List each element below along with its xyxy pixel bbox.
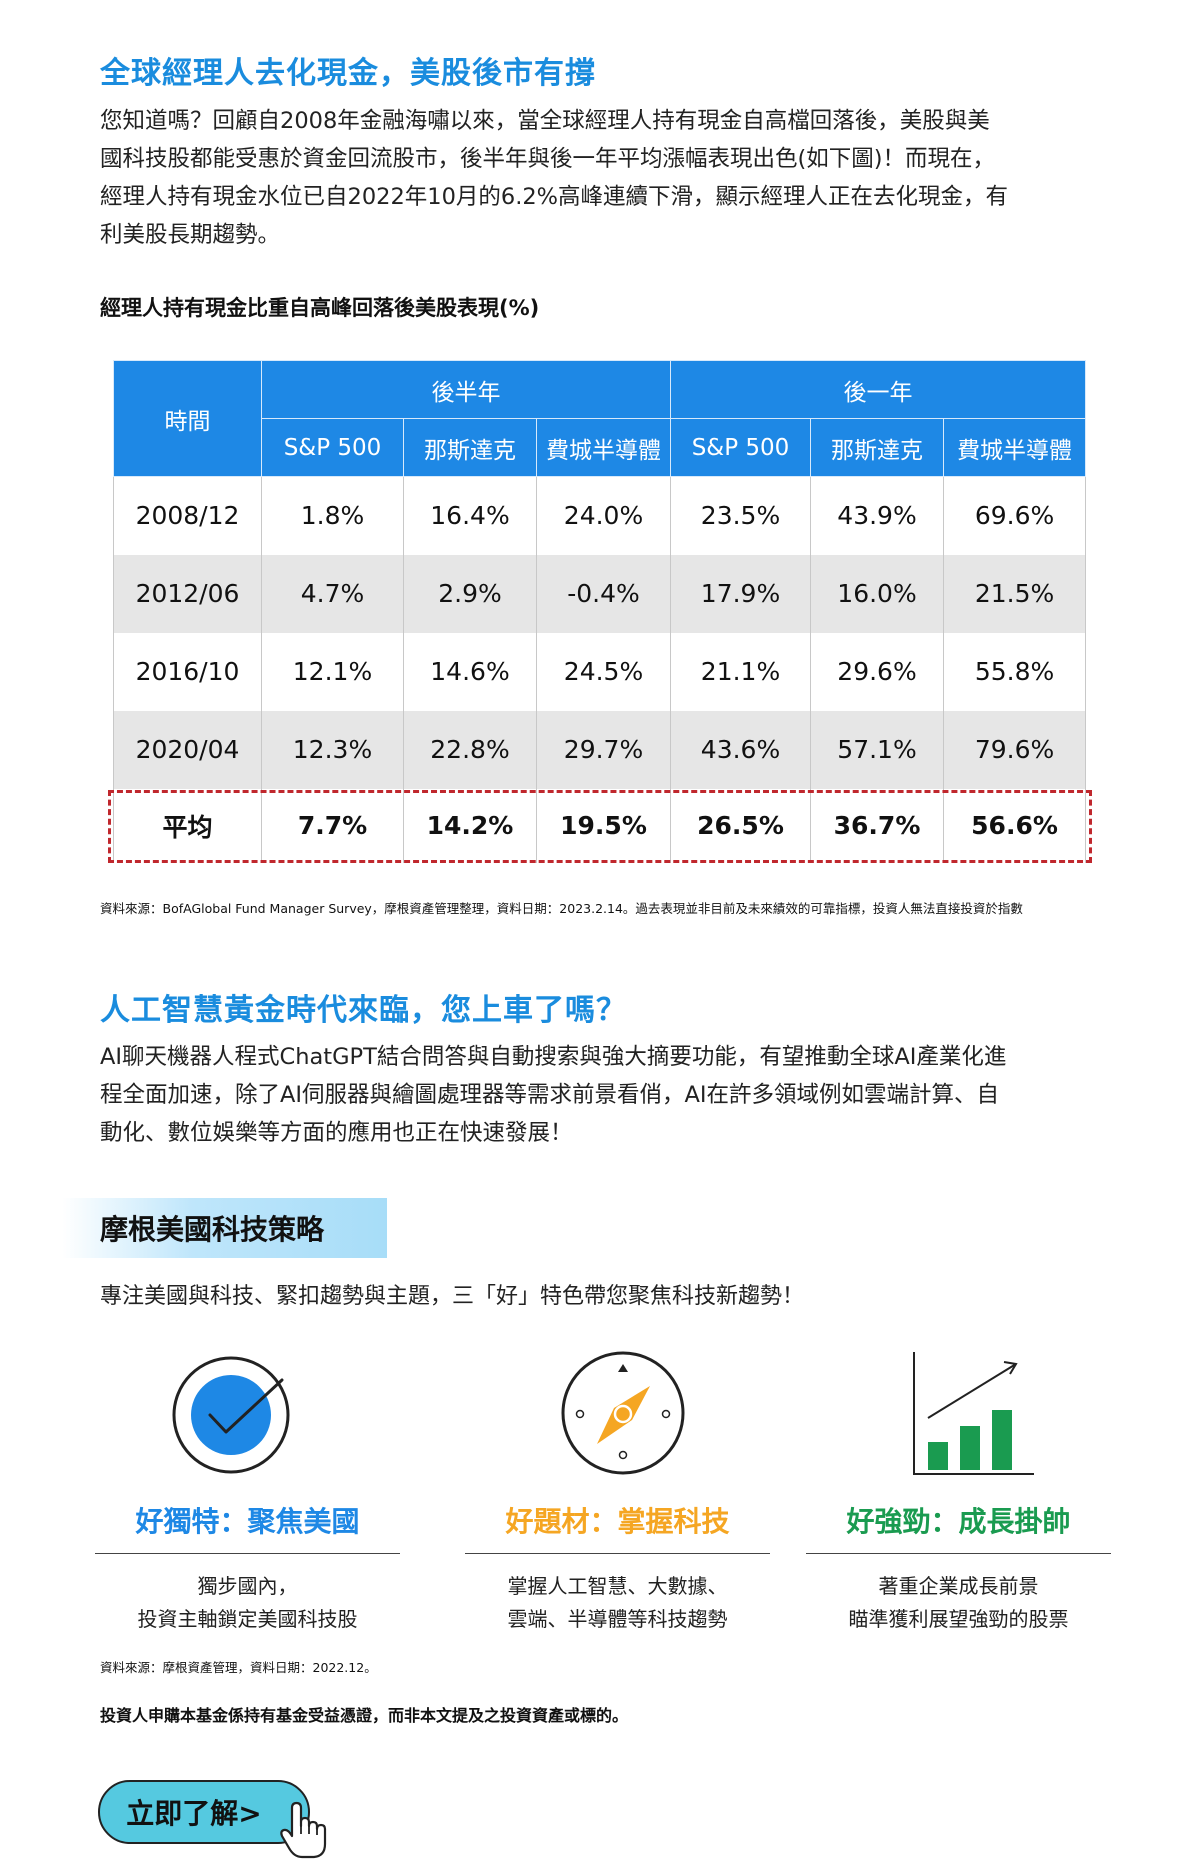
table-row-average: 平均 7.7% 14.2% 19.5% 26.5% 36.7% 56.6% xyxy=(113,788,1087,863)
subheader-nasdaq: 那斯達克 xyxy=(810,418,945,477)
strategy-source-note: 資料來源：摩根資產管理，資料日期：2022.12。 xyxy=(100,1660,377,1675)
feature-divider xyxy=(806,1553,1111,1554)
table-cell: 4.7% xyxy=(261,554,404,633)
header-half-year: 後半年 xyxy=(260,360,672,419)
table-cell: 57.1% xyxy=(810,710,945,789)
desc-line: 著重企業成長前景 xyxy=(878,1574,1039,1598)
paragraph-line: 利美股長期趨勢。 xyxy=(100,222,281,248)
table-cell: 22.8% xyxy=(403,710,537,789)
table-cell: 24.0% xyxy=(535,476,672,555)
paragraph-line: 經理人持有現金水位已自2022年10月的6.2%高峰連續下滑，顯示經理人正在去化… xyxy=(100,184,1009,210)
table-cell: 21.1% xyxy=(670,632,812,711)
table-cell: 69.6% xyxy=(943,476,1087,555)
table-cell: 36.7% xyxy=(810,788,945,863)
desc-line: 掌握人工智慧、大數據、 xyxy=(507,1574,728,1598)
table-source-note: 資料來源：BofAGlobal Fund Manager Survey，摩根資產… xyxy=(100,901,1023,916)
table-cell: -0.4% xyxy=(535,554,672,633)
table-cell: 2012/06 xyxy=(113,554,262,633)
table-cell: 43.6% xyxy=(670,710,812,789)
table-cell: 79.6% xyxy=(943,710,1087,789)
table-cell: 16.4% xyxy=(403,476,537,555)
feature-divider xyxy=(95,1553,400,1554)
table-cell: 24.5% xyxy=(535,632,672,711)
table-cell: 55.8% xyxy=(943,632,1087,711)
feature-title-theme: 好題材：掌握科技 xyxy=(505,1505,730,1538)
table-cell: 56.6% xyxy=(943,788,1087,863)
table-cell: 29.7% xyxy=(535,710,672,789)
section1-paragraph: 您知道嗎？回顧自2008年金融海嘯以來，當全球經理人持有現金自高檔回落後，美股與… xyxy=(100,102,1110,254)
table-row: 2008/12 1.8% 16.4% 24.0% 23.5% 43.9% 69.… xyxy=(113,476,1087,555)
paragraph-line: 程全面加速，除了AI伺服器與繪圖處理器等需求前景看俏，AI在許多領域例如雲端計算… xyxy=(100,1082,1000,1108)
performance-table: 時間 後半年 後一年 S&P 500 那斯達克 費城半導體 S&P 500 那斯… xyxy=(113,360,1087,863)
table-row: 2020/04 12.3% 22.8% 29.7% 43.6% 57.1% 79… xyxy=(113,710,1087,789)
table-cell: 29.6% xyxy=(810,632,945,711)
table-cell: 2008/12 xyxy=(113,476,262,555)
paragraph-line: 您知道嗎？回顧自2008年金融海嘯以來，當全球經理人持有現金自高檔回落後，美股與… xyxy=(100,108,990,134)
table-cell: 2.9% xyxy=(403,554,537,633)
feature-desc-growth: 著重企業成長前景 瞄準獲利展望強勁的股票 xyxy=(806,1570,1111,1636)
table-cell: 2016/10 xyxy=(113,632,262,711)
desc-line: 雲端、半導體等科技趨勢 xyxy=(507,1607,728,1631)
feature-desc-unique: 獨步國內， 投資主軸鎖定美國科技股 xyxy=(95,1570,400,1636)
table-cell: 12.3% xyxy=(261,710,404,789)
strategy-title-band xyxy=(62,1198,387,1258)
feature-desc-theme: 掌握人工智慧、大數據、 雲端、半導體等科技趨勢 xyxy=(465,1570,770,1636)
paragraph-line: 國科技股都能受惠於資金回流股市，後半年與後一年平均漲幅表現出色(如下圖)！而現在… xyxy=(100,146,996,172)
subheader-sp500: S&P 500 xyxy=(670,418,812,477)
table-cell: 19.5% xyxy=(535,788,672,863)
table-cell: 12.1% xyxy=(261,632,404,711)
section2-paragraph: AI聊天機器人程式ChatGPT結合問答與自動搜索與強大摘要功能，有望推動全球A… xyxy=(100,1038,1110,1152)
feature-title-unique: 好獨特：聚焦美國 xyxy=(135,1505,360,1538)
subheader-nasdaq: 那斯達克 xyxy=(403,418,537,477)
table-cell: 14.6% xyxy=(403,632,537,711)
subheader-sp500: S&P 500 xyxy=(261,418,404,477)
header-time: 時間 xyxy=(113,360,262,477)
table-cell: 7.7% xyxy=(261,788,404,863)
growth-chart-icon xyxy=(913,1352,1034,1475)
table-cell: 14.2% xyxy=(403,788,537,863)
learn-more-button[interactable]: 立即了解> xyxy=(98,1780,310,1844)
table-cell: 1.8% xyxy=(261,476,404,555)
desc-line: 投資主軸鎖定美國科技股 xyxy=(137,1607,358,1631)
table-cell: 26.5% xyxy=(670,788,812,863)
subheader-sox: 費城半導體 xyxy=(535,418,672,477)
investment-disclaimer: 投資人申購本基金係持有基金受益憑證，而非本文提及之投資資產或標的。 xyxy=(100,1706,629,1725)
strategy-title: 摩根美國科技策略 xyxy=(100,1213,325,1246)
table-row: 2012/06 4.7% 2.9% -0.4% 17.9% 16.0% 21.5… xyxy=(113,554,1087,633)
table-cell: 23.5% xyxy=(670,476,812,555)
table-caption: 經理人持有現金比重自高峰回落後美股表現(%) xyxy=(100,296,540,320)
table-cell: 16.0% xyxy=(810,554,945,633)
strategy-intro: 專注美國與科技、緊扣趨勢與主題，三「好」特色帶您聚焦科技新趨勢！ xyxy=(100,1284,805,1309)
section2-title: 人工智慧黃金時代來臨，您上車了嗎？ xyxy=(100,993,627,1028)
desc-line: 獨步國內， xyxy=(197,1574,298,1598)
desc-line: 瞄準獲利展望強勁的股票 xyxy=(848,1607,1069,1631)
table-cell: 43.9% xyxy=(810,476,945,555)
subheader-sox: 費城半導體 xyxy=(943,418,1087,477)
table-cell: 17.9% xyxy=(670,554,812,633)
table-row: 2016/10 12.1% 14.6% 24.5% 21.1% 29.6% 55… xyxy=(113,632,1087,711)
table-cell: 2020/04 xyxy=(113,710,262,789)
header-one-year: 後一年 xyxy=(670,360,1087,419)
section1-title: 全球經理人去化現金，美股後市有撐 xyxy=(100,56,596,91)
checkmark-circle-icon xyxy=(172,1356,290,1474)
paragraph-line: AI聊天機器人程式ChatGPT結合問答與自動搜索與強大摘要功能，有望推動全球A… xyxy=(100,1044,1007,1070)
feature-divider xyxy=(465,1553,770,1554)
compass-icon xyxy=(561,1351,685,1475)
feature-title-growth: 好強勁：成長掛帥 xyxy=(846,1505,1071,1538)
table-cell: 平均 xyxy=(113,788,262,863)
pointer-hand-icon[interactable] xyxy=(278,1800,328,1860)
paragraph-line: 動化、數位娛樂等方面的應用也正在快速發展！ xyxy=(100,1120,573,1146)
table-cell: 21.5% xyxy=(943,554,1087,633)
